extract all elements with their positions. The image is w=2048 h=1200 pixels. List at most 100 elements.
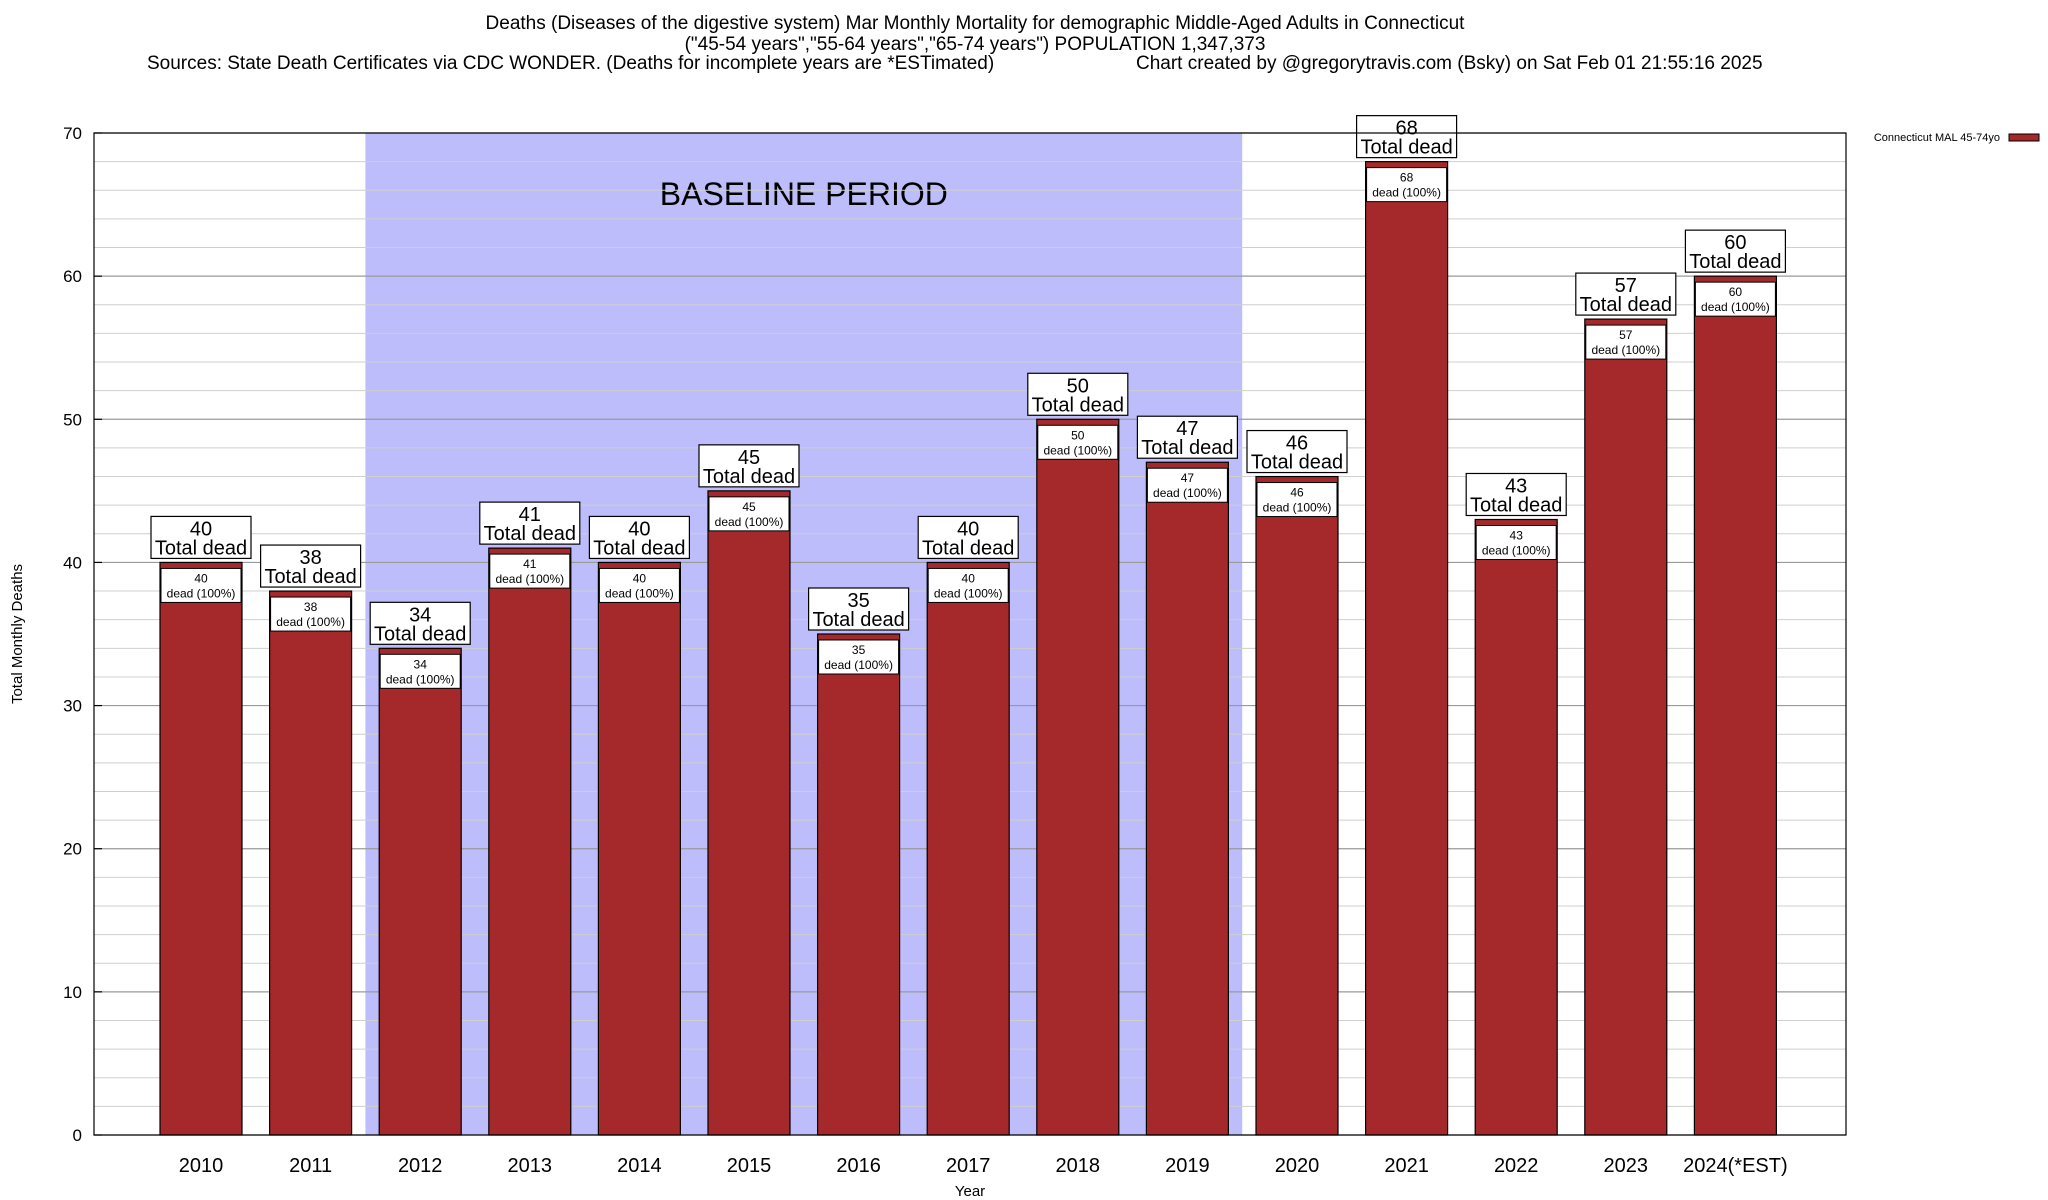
x-tick-label: 2014 bbox=[617, 1155, 662, 1177]
x-tick-label: 2022 bbox=[1494, 1155, 1539, 1177]
x-tick-label: 2011 bbox=[289, 1155, 332, 1177]
bar-total-text: Total dead bbox=[593, 537, 685, 559]
bar bbox=[597, 561, 682, 1136]
bar bbox=[1255, 475, 1339, 1136]
bar-inner-label-box bbox=[270, 596, 352, 632]
bar-inner-text: dead (100%) bbox=[1372, 186, 1441, 200]
bar-total-text: Total dead bbox=[264, 566, 356, 588]
bar bbox=[1584, 318, 1668, 1136]
bar-inner-value: 60 bbox=[1729, 285, 1743, 299]
x-tick-label: 2019 bbox=[1165, 1155, 1210, 1177]
bar-inner-value: 45 bbox=[742, 500, 756, 514]
bar bbox=[1364, 161, 1449, 1136]
bar-inner-label-box bbox=[708, 496, 790, 532]
y-tick-label: 40 bbox=[63, 553, 82, 572]
legend-label: Connecticut MAL 45-74yo bbox=[1874, 132, 2000, 144]
bar-inner-value: 40 bbox=[962, 571, 976, 585]
bar-total-text: Total dead bbox=[374, 623, 466, 645]
bar-total-value: 50 bbox=[1067, 375, 1089, 397]
bar-total-value: 38 bbox=[299, 547, 321, 569]
x-tick-label: 2013 bbox=[508, 1155, 553, 1177]
y-tick-label: 30 bbox=[63, 697, 82, 716]
bar-total-value: 57 bbox=[1615, 275, 1637, 297]
bar-inner-text: dead (100%) bbox=[1043, 443, 1112, 457]
bar-inner-label-box bbox=[1146, 467, 1228, 503]
bar-inner-value: 50 bbox=[1071, 428, 1085, 442]
x-tick-label: 2020 bbox=[1275, 1155, 1320, 1177]
bar-inner-label-box bbox=[379, 653, 461, 689]
bar-total-text: Total dead bbox=[1360, 137, 1452, 159]
y-tick-label: 50 bbox=[63, 410, 82, 429]
bar bbox=[1474, 518, 1558, 1136]
y-tick-label: 70 bbox=[63, 124, 82, 143]
bar-inner-text: dead (100%) bbox=[1701, 300, 1770, 314]
bar-total-label-box bbox=[698, 444, 800, 488]
bar-total-text: Total dead bbox=[484, 523, 576, 545]
chart-title: Deaths (Diseases of the digestive system… bbox=[485, 13, 1465, 34]
bar-inner-value: 41 bbox=[523, 557, 537, 571]
bar-total-text: Total dead bbox=[812, 609, 904, 631]
x-tick-label: 2017 bbox=[946, 1155, 991, 1177]
bar-total-value: 45 bbox=[738, 447, 760, 469]
bar-total-label-box bbox=[150, 515, 252, 560]
bar-total-text: Total dead bbox=[1689, 251, 1781, 273]
bar-total-label-box bbox=[807, 587, 910, 631]
bar-total-label-box bbox=[1575, 272, 1677, 316]
bar bbox=[159, 561, 243, 1136]
bar bbox=[1036, 418, 1120, 1136]
chart-sources: Sources: State Death Certificates via CD… bbox=[147, 53, 995, 74]
x-tick-label: 2016 bbox=[836, 1155, 881, 1177]
bar bbox=[926, 561, 1010, 1136]
bar-inner-value: 40 bbox=[633, 571, 647, 585]
bar-total-value: 40 bbox=[957, 518, 979, 540]
bar-total-text: Total dead bbox=[703, 466, 795, 488]
x-axis-label: Year bbox=[955, 1183, 985, 1200]
bar-inner-text: dead (100%) bbox=[1263, 501, 1332, 515]
bar-total-label-box bbox=[1246, 429, 1348, 474]
x-tick-label: 2024(*EST) bbox=[1683, 1155, 1788, 1177]
bar-total-label-box bbox=[1355, 115, 1458, 159]
bar-total-label-box bbox=[1684, 229, 1787, 273]
bar-inner-value: 40 bbox=[194, 571, 208, 585]
bar-inner-value: 35 bbox=[852, 643, 866, 657]
bar bbox=[1145, 461, 1230, 1136]
bar-total-label-box bbox=[1465, 472, 1567, 517]
bar-total-label-box bbox=[479, 501, 581, 545]
bar bbox=[816, 633, 901, 1136]
bar-total-value: 47 bbox=[1176, 418, 1198, 440]
bar-inner-value: 46 bbox=[1290, 486, 1304, 500]
bar-total-value: 35 bbox=[847, 590, 869, 612]
bar-total-value: 43 bbox=[1505, 475, 1527, 497]
legend-swatch bbox=[2008, 133, 2040, 142]
bar-total-text: Total dead bbox=[155, 537, 247, 559]
bar-inner-text: dead (100%) bbox=[934, 586, 1003, 600]
bar-inner-label-box bbox=[598, 567, 680, 603]
bar-inner-text: dead (100%) bbox=[495, 572, 564, 586]
bar-total-text: Total dead bbox=[1251, 452, 1343, 474]
bar bbox=[488, 547, 572, 1136]
bar bbox=[707, 490, 791, 1136]
bar-total-text: Total dead bbox=[1141, 437, 1233, 459]
bar-inner-text: dead (100%) bbox=[1153, 486, 1222, 500]
bar-total-text: Total dead bbox=[1580, 294, 1672, 316]
bar-total-value: 46 bbox=[1286, 433, 1308, 455]
bar-total-label-box bbox=[588, 515, 691, 560]
y-tick-label: 10 bbox=[63, 983, 82, 1002]
bar-inner-label-box bbox=[927, 567, 1009, 603]
bar-total-value: 60 bbox=[1724, 232, 1746, 254]
bar-inner-text: dead (100%) bbox=[824, 658, 893, 672]
chart-credit: Chart created by @gregorytravis.com (Bsk… bbox=[1136, 53, 1763, 74]
bar-inner-value: 47 bbox=[1181, 471, 1195, 485]
bar-inner-label-box bbox=[1585, 324, 1667, 360]
bar-inner-value: 68 bbox=[1400, 171, 1414, 185]
bar-total-text: Total dead bbox=[1470, 494, 1562, 516]
x-tick-label: 2023 bbox=[1604, 1155, 1649, 1177]
x-tick-label: 2018 bbox=[1056, 1155, 1101, 1177]
bar-inner-label-box bbox=[1475, 524, 1557, 560]
y-axis-label: Total Monthly Deaths bbox=[9, 564, 26, 704]
bar-total-label-box bbox=[369, 601, 471, 645]
bar-total-label-box bbox=[260, 544, 362, 588]
bar-inner-value: 43 bbox=[1510, 528, 1524, 542]
bar-inner-text: dead (100%) bbox=[1591, 343, 1660, 357]
x-tick-label: 2012 bbox=[398, 1155, 443, 1177]
